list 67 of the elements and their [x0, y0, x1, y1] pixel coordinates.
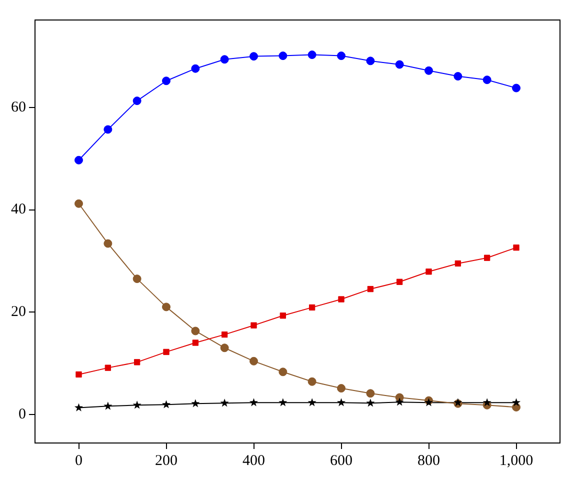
point — [104, 125, 112, 134]
point — [513, 244, 520, 251]
point — [395, 398, 404, 406]
point — [336, 398, 346, 406]
point — [454, 72, 462, 81]
x-tick-label: 0 — [75, 452, 82, 469]
point — [162, 302, 170, 312]
point — [482, 398, 492, 406]
point — [104, 364, 112, 371]
point — [76, 371, 82, 378]
point — [220, 55, 229, 64]
y-tick-label: 20 — [11, 304, 26, 320]
point — [395, 60, 404, 69]
point — [162, 76, 170, 86]
point — [278, 368, 288, 376]
point — [250, 322, 257, 328]
point — [104, 402, 112, 410]
point — [482, 76, 492, 84]
point — [338, 296, 344, 302]
x-tick-label: 800 — [418, 452, 440, 469]
point — [250, 356, 258, 366]
point — [132, 274, 142, 284]
point — [134, 359, 140, 366]
point — [512, 84, 520, 92]
point — [367, 286, 374, 292]
point — [366, 56, 375, 66]
point — [366, 398, 375, 407]
point — [132, 96, 142, 106]
point — [337, 384, 346, 393]
point — [484, 254, 490, 261]
x-tick-label: 200 — [155, 452, 178, 469]
point — [278, 52, 288, 60]
point — [192, 340, 199, 346]
point — [424, 66, 433, 75]
point — [221, 331, 228, 338]
point — [220, 398, 229, 407]
point — [220, 344, 229, 352]
point — [308, 398, 316, 406]
point — [280, 312, 286, 319]
x-tick-label: 1,000 — [499, 452, 534, 469]
point — [396, 278, 403, 285]
point — [426, 268, 432, 275]
y-tick-label: 60 — [11, 99, 26, 116]
point — [366, 389, 375, 398]
point — [454, 260, 462, 267]
y-tick-label: 0 — [18, 406, 26, 422]
point — [163, 348, 170, 356]
point — [250, 52, 258, 61]
x-tick-label: 400 — [242, 452, 265, 469]
point — [74, 199, 83, 208]
point — [104, 239, 112, 248]
y-tick-label: 40 — [11, 202, 26, 218]
point — [191, 326, 200, 336]
point — [191, 399, 200, 408]
point — [74, 156, 83, 164]
point — [308, 50, 316, 60]
point — [74, 403, 84, 412]
point — [162, 400, 171, 408]
point — [337, 52, 346, 60]
x-tick-label: 600 — [330, 452, 352, 469]
point — [512, 398, 521, 406]
point — [308, 377, 316, 386]
point — [278, 398, 288, 406]
point — [249, 398, 258, 406]
point — [132, 400, 142, 409]
point — [191, 64, 200, 73]
point — [308, 304, 316, 311]
